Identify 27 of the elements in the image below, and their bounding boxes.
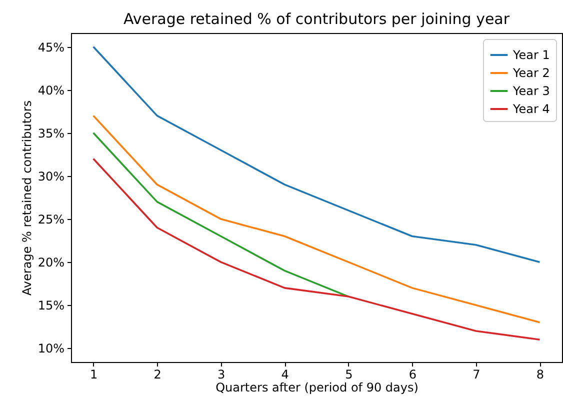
x-tick-label: 3 [218,368,226,382]
y-tick-label: 35% [38,126,64,140]
line-series [92,114,541,324]
x-tick-label: 6 [408,368,416,382]
y-tick-label: 45% [38,40,64,54]
legend-label: Year 3 [512,84,550,98]
y-tick-label: 20% [38,256,64,270]
line-series [92,158,541,341]
y-tick-label: 40% [38,83,64,98]
x-axis-title: Quarters after (period of 90 days) [216,380,418,394]
x-tick-label: 4 [281,368,289,382]
legend-label: Year 1 [512,48,550,62]
x-tick-label: 2 [154,368,162,382]
x-tick-label: 7 [472,368,480,382]
legend-label: Year 2 [512,66,550,80]
line-series [92,132,350,298]
chart-title: Average retained % of contributors per joining year [123,10,510,28]
x-tick-label: 5 [345,368,353,382]
y-tick-label: 15% [38,298,64,313]
line-series [92,46,541,263]
y-tick-label: 25% [38,212,64,227]
y-axis-title: Average % retained contributors [20,100,34,296]
legend-label: Year 4 [512,102,550,116]
y-tick-label: 30% [38,169,64,184]
x-tick-label: 1 [90,368,98,382]
y-tick-label: 10% [38,342,64,356]
x-tick-label: 8 [536,368,544,382]
